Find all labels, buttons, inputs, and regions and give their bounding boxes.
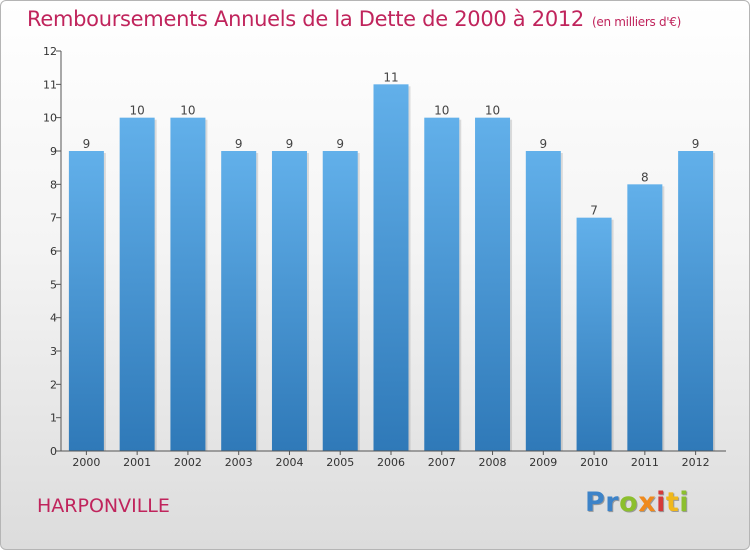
x-tick-label: 2007 <box>428 456 456 469</box>
bar <box>170 117 206 452</box>
bar <box>119 117 155 452</box>
y-tick-label: 4 <box>50 312 57 325</box>
bar <box>424 117 460 452</box>
y-tick-label: 3 <box>50 345 57 358</box>
logo-letter: i <box>679 487 690 518</box>
y-tick-label: 0 <box>50 445 57 458</box>
y-tick-label: 10 <box>43 112 57 125</box>
data-label: 10 <box>485 104 500 118</box>
bar <box>525 151 561 451</box>
bar <box>678 151 714 451</box>
y-tick-label: 5 <box>50 278 57 291</box>
bar <box>221 151 257 451</box>
data-label: 9 <box>286 137 294 151</box>
bar <box>627 184 663 452</box>
chart-title: Remboursements Annuels de la Dette de 20… <box>27 7 681 31</box>
logo-letter: i <box>656 487 666 518</box>
data-label: 8 <box>641 170 649 184</box>
y-tick-label: 1 <box>50 412 57 425</box>
data-label: 10 <box>130 104 145 118</box>
proxiti-logo: Proxiti <box>585 487 689 518</box>
bar <box>475 117 511 452</box>
bar <box>322 151 358 451</box>
logo-letter: t <box>665 487 680 518</box>
data-label: 10 <box>434 104 449 118</box>
data-label: 10 <box>180 104 195 118</box>
y-tick-label: 8 <box>50 178 57 191</box>
logo-letter: r <box>605 487 620 518</box>
data-label: 9 <box>83 137 91 151</box>
x-tick-label: 2000 <box>72 456 100 469</box>
bars-group: 9 10 10 9 9 9 11 10 10 9 7 8 9 <box>68 70 716 452</box>
logo-letter: P <box>585 487 606 518</box>
logo-letter: o <box>619 487 639 518</box>
x-tick-label: 2010 <box>580 456 608 469</box>
data-label: 7 <box>590 204 598 218</box>
x-tick-label: 2002 <box>174 456 202 469</box>
x-tick-label: 2005 <box>326 456 354 469</box>
bar <box>576 217 612 451</box>
x-tick-label: 2003 <box>225 456 253 469</box>
y-tick-label: 12 <box>43 45 57 58</box>
chart-unit: (en milliers d'€) <box>592 15 682 29</box>
y-tick-label: 11 <box>43 78 57 91</box>
x-tick-label: 2008 <box>479 456 507 469</box>
x-tick-label: 2012 <box>682 456 710 469</box>
commune-name: HARPONVILLE <box>37 495 170 517</box>
data-label: 9 <box>235 137 243 151</box>
x-tick-label: 2001 <box>123 456 151 469</box>
y-tick-label: 9 <box>50 145 57 158</box>
chart-title-text: Remboursements Annuels de la Dette de 20… <box>27 7 584 31</box>
bar <box>271 151 307 451</box>
y-tick-label: 6 <box>50 245 57 258</box>
axes-group: 2000 2001 2002 2003 2004 2005 2006 2007 2008 2009… <box>43 45 726 469</box>
bar <box>68 151 104 451</box>
data-label: 9 <box>336 137 344 151</box>
y-tick-label: 2 <box>50 378 57 391</box>
x-tick-label: 2009 <box>529 456 557 469</box>
logo-letter: x <box>638 487 657 518</box>
data-label: 11 <box>383 70 398 84</box>
x-tick-label: 2004 <box>275 456 303 469</box>
y-tick-label: 7 <box>50 212 57 225</box>
data-label: 9 <box>539 137 547 151</box>
bar <box>373 84 409 451</box>
x-tick-label: 2011 <box>631 456 659 469</box>
x-tick-label: 2006 <box>377 456 405 469</box>
data-label: 9 <box>692 137 700 151</box>
